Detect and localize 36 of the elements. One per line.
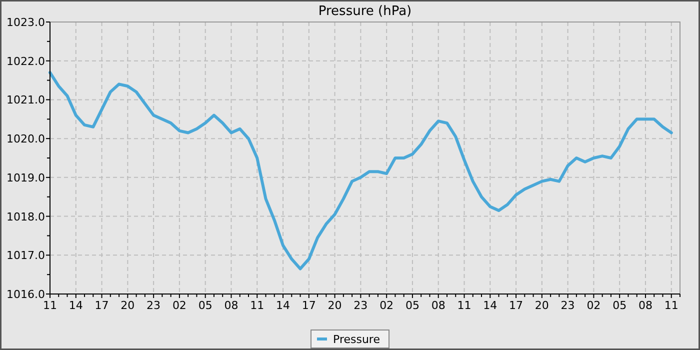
line-series bbox=[48, 71, 673, 270]
x-tick-label: 02 bbox=[586, 299, 601, 312]
x-tick-label: 14 bbox=[276, 299, 290, 312]
y-tick-label: 1021.0 bbox=[6, 94, 45, 107]
x-tick-label: 17 bbox=[302, 299, 316, 312]
y-tick-label: 1022.0 bbox=[6, 54, 45, 68]
x-tick-label: 23 bbox=[560, 299, 575, 312]
x-tick-label: 20 bbox=[534, 299, 549, 312]
x-tick-label: 05 bbox=[612, 299, 627, 312]
x-tick-label: 17 bbox=[94, 299, 109, 312]
y-tick-label: 1020.0 bbox=[6, 132, 45, 146]
x-tick-label: 20 bbox=[120, 299, 135, 312]
y-tick-label: 1018.0 bbox=[6, 210, 45, 224]
x-tick-label: 08 bbox=[431, 299, 446, 312]
y-tick-label: 1016.0 bbox=[6, 288, 45, 301]
x-tick-label: 05 bbox=[198, 299, 212, 312]
x-tick-label: 23 bbox=[146, 299, 161, 312]
chart-title: Pressure (hPa) bbox=[318, 4, 412, 19]
x-tick-label: 14 bbox=[68, 299, 83, 312]
x-tick-label: 05 bbox=[405, 299, 420, 312]
legend-label: Pressure bbox=[333, 333, 380, 346]
x-tick-label: 08 bbox=[638, 299, 652, 312]
x-tick-label: 11 bbox=[250, 299, 264, 312]
x-tick-label: 11 bbox=[457, 299, 472, 312]
x-tick-label: 17 bbox=[509, 299, 524, 312]
x-tick-label: 02 bbox=[380, 299, 394, 312]
y-tick-label: 1023.0 bbox=[6, 16, 45, 29]
x-tick-label: 11 bbox=[43, 299, 57, 312]
y-tick-label: 1019.0 bbox=[6, 171, 45, 184]
x-tick-label: 08 bbox=[224, 299, 238, 312]
x-tick-label: 14 bbox=[483, 299, 498, 312]
x-tick-label: 23 bbox=[354, 299, 368, 312]
x-tick-label: 20 bbox=[328, 299, 342, 312]
y-tick-label: 1017.0 bbox=[6, 249, 45, 262]
x-tick-label: 02 bbox=[172, 299, 186, 312]
x-tick-label: 11 bbox=[664, 299, 678, 312]
